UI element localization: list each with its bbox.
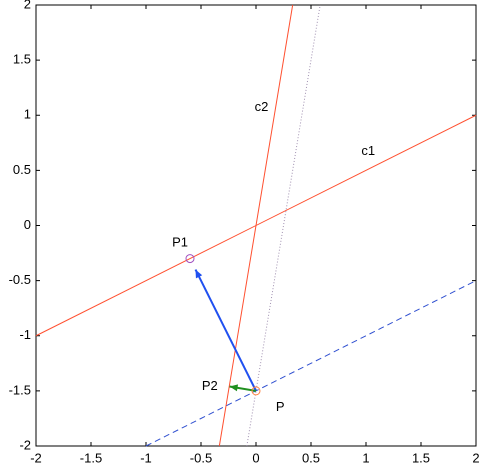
y-tick-label: 1 — [24, 107, 31, 122]
x-tick-label: -1 — [140, 450, 152, 465]
annotation: c2 — [255, 99, 269, 114]
point — [251, 386, 261, 396]
line — [218, 4, 294, 447]
line — [145, 280, 477, 447]
annotation: P1 — [172, 235, 188, 250]
point — [185, 254, 195, 264]
arrow-head — [195, 269, 203, 279]
annotation: c1 — [361, 143, 375, 158]
x-tick-label: 0 — [252, 450, 259, 465]
arrow — [194, 269, 257, 392]
x-tick-label: -0.5 — [190, 450, 212, 465]
annotation: P2 — [202, 378, 218, 393]
x-tick-label: 1 — [362, 450, 369, 465]
y-tick-label: 0 — [24, 217, 31, 232]
x-tick-label: -2 — [30, 450, 42, 465]
y-tick-label: 1.5 — [13, 52, 31, 67]
arrow-head — [229, 384, 239, 392]
x-tick-label: -1.5 — [80, 450, 102, 465]
annotation: P — [276, 399, 285, 414]
y-tick-label: -0.5 — [9, 272, 31, 287]
y-tick-label: -2 — [19, 437, 31, 452]
x-tick-label: 1.5 — [412, 450, 430, 465]
line — [246, 4, 321, 447]
y-tick-label: 0.5 — [13, 162, 31, 177]
y-tick-label: 2 — [24, 0, 31, 11]
x-tick-label: 0.5 — [302, 450, 320, 465]
y-tick-label: -1 — [19, 327, 31, 342]
x-tick-label: 2 — [472, 450, 479, 465]
y-tick-label: -1.5 — [9, 382, 31, 397]
